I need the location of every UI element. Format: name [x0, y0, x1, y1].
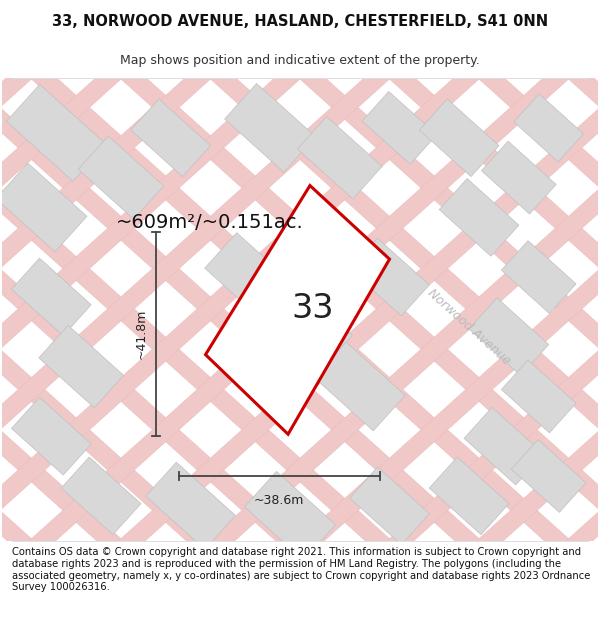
Polygon shape: [314, 342, 405, 431]
Polygon shape: [206, 186, 389, 434]
Polygon shape: [314, 0, 600, 625]
Polygon shape: [224, 0, 600, 625]
Polygon shape: [0, 0, 197, 625]
Polygon shape: [0, 0, 107, 625]
Polygon shape: [439, 179, 519, 256]
Polygon shape: [45, 0, 600, 625]
Polygon shape: [0, 0, 286, 625]
Text: ~38.6m: ~38.6m: [254, 494, 304, 507]
Polygon shape: [511, 439, 586, 512]
Polygon shape: [350, 467, 430, 544]
Polygon shape: [362, 91, 437, 164]
Polygon shape: [134, 0, 600, 625]
Polygon shape: [224, 0, 600, 625]
Polygon shape: [464, 408, 544, 485]
Polygon shape: [0, 0, 376, 625]
Text: Contains OS data © Crown copyright and database right 2021. This information is : Contains OS data © Crown copyright and d…: [12, 548, 590, 592]
Polygon shape: [39, 326, 124, 408]
Polygon shape: [502, 360, 576, 433]
Polygon shape: [134, 0, 600, 625]
Polygon shape: [224, 84, 316, 172]
Polygon shape: [350, 238, 430, 316]
Polygon shape: [0, 0, 555, 625]
Polygon shape: [11, 398, 91, 475]
Text: 33: 33: [292, 292, 334, 325]
Text: ~41.8m: ~41.8m: [135, 309, 148, 359]
Polygon shape: [582, 0, 600, 625]
Polygon shape: [403, 0, 600, 625]
Polygon shape: [0, 163, 87, 252]
Polygon shape: [268, 286, 352, 368]
Polygon shape: [493, 0, 600, 625]
Text: 33, NORWOOD AVENUE, HASLAND, CHESTERFIELD, S41 0NN: 33, NORWOOD AVENUE, HASLAND, CHESTERFIEL…: [52, 14, 548, 29]
Polygon shape: [314, 0, 600, 625]
Polygon shape: [78, 136, 164, 219]
Polygon shape: [419, 99, 499, 177]
Polygon shape: [0, 0, 286, 625]
Polygon shape: [245, 471, 335, 560]
Text: ~609m²/~0.151ac.: ~609m²/~0.151ac.: [116, 213, 304, 232]
Polygon shape: [493, 0, 600, 625]
Polygon shape: [481, 141, 556, 214]
Polygon shape: [11, 258, 91, 336]
Polygon shape: [582, 0, 600, 625]
Polygon shape: [0, 0, 555, 625]
Polygon shape: [502, 241, 576, 314]
Polygon shape: [61, 457, 141, 534]
Polygon shape: [469, 298, 549, 376]
Polygon shape: [7, 84, 106, 181]
Polygon shape: [146, 462, 235, 549]
Polygon shape: [0, 0, 197, 625]
Text: Map shows position and indicative extent of the property.: Map shows position and indicative extent…: [120, 54, 480, 68]
Polygon shape: [403, 0, 600, 625]
Polygon shape: [45, 0, 600, 625]
Polygon shape: [429, 457, 509, 534]
Polygon shape: [0, 0, 466, 625]
Polygon shape: [0, 0, 466, 625]
Polygon shape: [131, 99, 211, 177]
Polygon shape: [0, 0, 18, 625]
Polygon shape: [298, 116, 382, 199]
Polygon shape: [0, 0, 376, 625]
Polygon shape: [205, 232, 296, 321]
Text: Norwood Avenue: Norwood Avenue: [425, 286, 513, 368]
Polygon shape: [514, 94, 583, 162]
Polygon shape: [0, 0, 18, 625]
Polygon shape: [0, 0, 107, 625]
